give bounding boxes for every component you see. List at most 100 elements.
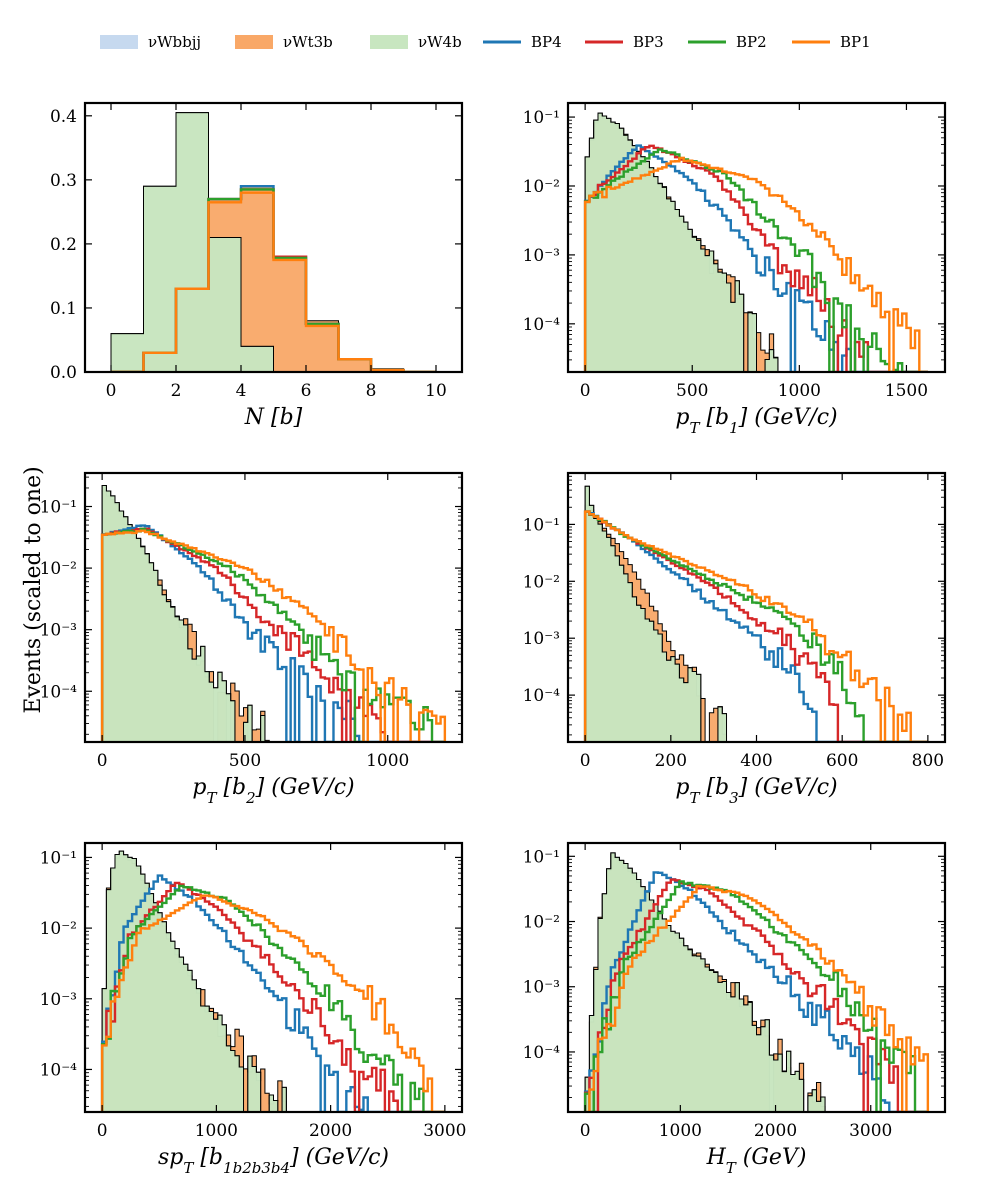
x-tick-label: 0 xyxy=(97,1121,108,1141)
label-subscript: T xyxy=(726,1159,737,1177)
chart-panel: 0 1000 2000 3000 10⁻⁴ 10⁻³ 10⁻² 10⁻¹ spT [b1b2b3… xyxy=(40,841,466,1177)
label-text: sp xyxy=(158,1145,183,1170)
hist-line-BP1 xyxy=(100,529,447,742)
axes-frame xyxy=(566,101,947,374)
x-tick-label: 500 xyxy=(229,751,261,771)
y-tick-label: 10⁻² xyxy=(523,177,560,197)
axes-frame xyxy=(566,841,947,1114)
y-tick-label: 0.1 xyxy=(50,299,77,319)
label-text: p xyxy=(675,405,689,430)
hist-fill-overlay xyxy=(110,112,436,372)
y-tick-label: 10⁻² xyxy=(40,559,77,579)
hist-fill-overlay xyxy=(584,852,928,1112)
hist-fill-overlay xyxy=(101,484,445,742)
y-tick-label: 10⁻⁴ xyxy=(40,682,78,702)
chart-panel: 0 500 1000 10⁻⁴ 10⁻³ 10⁻² 10⁻¹ pT [b2] (GeV/c) xyxy=(40,471,464,807)
y-tick-label: 10⁻² xyxy=(40,919,77,939)
plot-area xyxy=(110,112,436,372)
x-tick-label: 1000 xyxy=(778,381,821,401)
panels: 0 2 4 6 8 100.00.10.20.30.4N [b]0 500 1000 15001… xyxy=(40,101,947,1177)
x-tick-label: 4 xyxy=(236,381,247,401)
legend-entry: νW4b xyxy=(370,33,462,51)
hist-fill-overlay xyxy=(584,112,928,372)
hist-line-BP4 xyxy=(583,871,928,1112)
y-tick-label: 10⁻³ xyxy=(40,621,77,641)
y-tick-label: 10⁻³ xyxy=(523,978,560,998)
chart-panel: 0 500 1000 1500 10⁻⁴ 10⁻³ 10⁻² 10⁻¹ pT [b1] (GeV… xyxy=(523,101,947,437)
axes-frame xyxy=(83,101,464,374)
y-tick-label: 0.0 xyxy=(50,363,77,383)
plot-area xyxy=(583,852,930,1112)
legend: νWbbjj νWt3b νW4b BP4 BP3 BP2 BP1 xyxy=(100,33,871,51)
hist-line-BP3 xyxy=(100,881,445,1112)
x-tick-label: 3000 xyxy=(423,1121,466,1141)
y-tick-label: 10⁻⁴ xyxy=(523,1043,561,1063)
label-subscript: 2 xyxy=(245,789,256,807)
x-tick-label: 500 xyxy=(676,381,708,401)
label-text: H xyxy=(706,1145,727,1170)
chart-panel: 0 200 400 600 800 10⁻⁴ 10⁻³ 10⁻² 10⁻¹ pT [b3] (Ge… xyxy=(523,471,947,807)
y-tick-label: 0.2 xyxy=(50,235,77,255)
hist-line-BP4 xyxy=(100,524,445,742)
plot-area xyxy=(583,485,928,742)
hist-line-BP1 xyxy=(583,510,928,742)
legend-entry: BP1 xyxy=(792,33,871,51)
x-tick-label: 800 xyxy=(912,751,944,771)
label-subscript: T xyxy=(689,789,700,807)
hist-line-BP4 xyxy=(100,874,445,1112)
y-tick-label: 10⁻² xyxy=(523,572,560,592)
x-tick-label: 2000 xyxy=(754,1121,797,1141)
hist-fill-overlay xyxy=(101,850,445,1112)
y-tick-label: 10⁻¹ xyxy=(40,848,77,868)
y-tick-label: 10⁻⁴ xyxy=(523,686,561,706)
x-tick-label: 400 xyxy=(740,751,772,771)
legend-label: νWt3b xyxy=(283,33,333,51)
hist-line-BP4 xyxy=(583,144,928,372)
y-tick-label: 10⁻³ xyxy=(523,246,560,266)
hist-line-BP2 xyxy=(100,884,445,1112)
legend-label: BP1 xyxy=(840,33,871,51)
legend-entry: BP2 xyxy=(688,33,767,51)
hist-line-BP2 xyxy=(583,148,928,372)
x-axis-label: pT [b1] (GeV/c) xyxy=(675,405,837,437)
label-subscript: 4 xyxy=(280,1159,291,1177)
label-subscript: 1 xyxy=(729,419,739,437)
y-tick-label: 10⁻¹ xyxy=(523,847,560,867)
hist-line-BP1 xyxy=(100,894,445,1112)
x-tick-label: 10 xyxy=(425,381,447,401)
x-tick-label: 600 xyxy=(826,751,858,771)
chart-panel: 0 2 4 6 8 10 0.0 0.1 0.2 0.3 0.4 N [b] xyxy=(50,101,464,430)
label-subscript: T xyxy=(206,789,217,807)
legend-swatch xyxy=(100,35,138,49)
x-tick-label: 1000 xyxy=(366,751,409,771)
label-text: ] (GeV/c) xyxy=(738,775,838,800)
x-tick-label: 1000 xyxy=(195,1121,238,1141)
legend-swatch xyxy=(370,35,408,49)
y-tick-label: 10⁻¹ xyxy=(523,515,560,535)
x-axis-label: N [b] xyxy=(244,405,303,430)
legend-label: BP2 xyxy=(736,33,767,51)
y-tick-label: 0.4 xyxy=(50,107,77,127)
hist-fill-overlay xyxy=(584,485,928,742)
x-tick-label: 1500 xyxy=(885,381,928,401)
hist-line-BP3 xyxy=(583,878,928,1112)
chart-panel: 0 1000 2000 3000 10⁻⁴ 10⁻³ 10⁻² 10⁻¹ HT (GeV) xyxy=(523,841,947,1177)
y-tick-label: 10⁻³ xyxy=(40,990,77,1010)
x-tick-label: 200 xyxy=(655,751,687,771)
y-tick-label: 10⁻³ xyxy=(523,629,560,649)
label-subscript: T xyxy=(689,419,700,437)
x-tick-label: 2000 xyxy=(309,1121,352,1141)
legend-entry: BP3 xyxy=(585,33,664,51)
y-tick-label: 10⁻² xyxy=(523,913,560,933)
label-subscript: 2b xyxy=(241,1159,261,1177)
label-text: ] (GeV/c) xyxy=(289,1145,389,1170)
x-tick-label: 0 xyxy=(97,751,108,771)
x-tick-label: 0 xyxy=(106,381,117,401)
x-axis-label: HT (GeV) xyxy=(706,1145,807,1177)
label-subscript: 3 xyxy=(729,789,739,807)
legend-entry: νWbbjj xyxy=(100,33,201,51)
y-tick-label: 10⁻⁴ xyxy=(40,1060,78,1080)
axes-frame xyxy=(83,471,464,744)
x-tick-label: 1000 xyxy=(659,1121,702,1141)
